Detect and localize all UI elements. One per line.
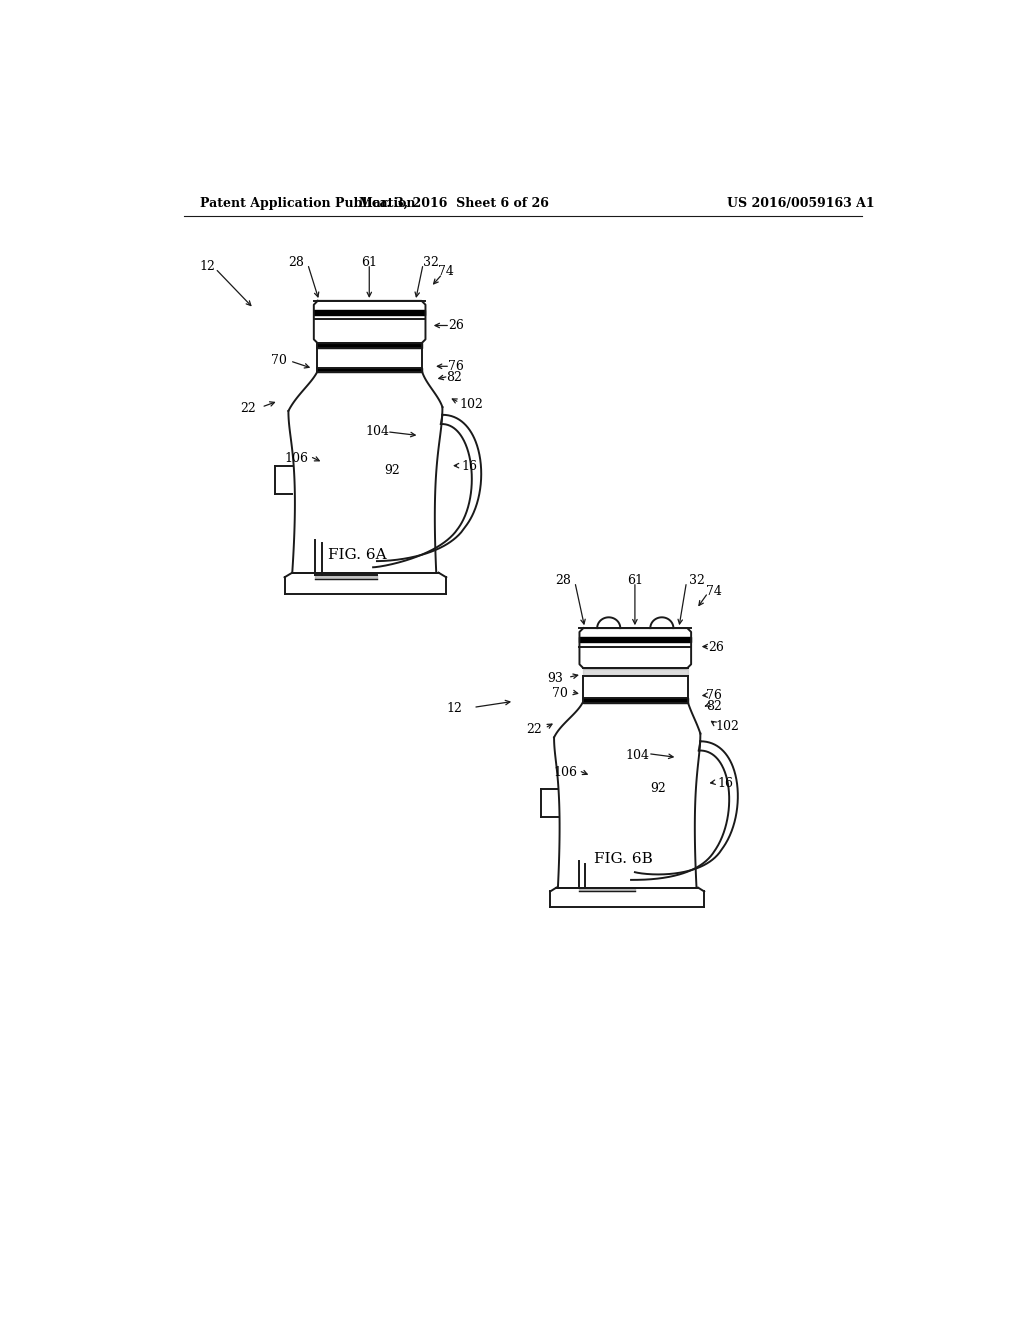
Text: 82: 82 xyxy=(707,700,722,713)
Text: 61: 61 xyxy=(627,574,643,587)
Text: 22: 22 xyxy=(241,403,256,416)
Text: 12: 12 xyxy=(446,702,462,715)
Text: 74: 74 xyxy=(707,585,722,598)
Text: 92: 92 xyxy=(384,463,400,477)
Text: Patent Application Publication: Patent Application Publication xyxy=(200,197,416,210)
Text: 92: 92 xyxy=(650,781,666,795)
Text: Mar. 3, 2016  Sheet 6 of 26: Mar. 3, 2016 Sheet 6 of 26 xyxy=(359,197,549,210)
Text: 26: 26 xyxy=(708,640,724,653)
Text: 104: 104 xyxy=(626,748,649,762)
Text: 76: 76 xyxy=(449,360,464,372)
Text: 102: 102 xyxy=(460,399,483,412)
Text: FIG. 6A: FIG. 6A xyxy=(329,548,387,562)
Text: 70: 70 xyxy=(552,686,568,700)
Text: 76: 76 xyxy=(707,689,722,702)
Text: 28: 28 xyxy=(288,256,304,269)
Text: US 2016/0059163 A1: US 2016/0059163 A1 xyxy=(727,197,874,210)
Text: 16: 16 xyxy=(717,777,733,791)
Text: 82: 82 xyxy=(446,371,462,384)
Text: 26: 26 xyxy=(449,319,464,333)
Text: 28: 28 xyxy=(555,574,571,587)
Text: 106: 106 xyxy=(284,453,308,465)
Text: 16: 16 xyxy=(462,459,477,473)
Text: 32: 32 xyxy=(688,574,705,587)
Text: 93: 93 xyxy=(548,672,563,685)
Text: 32: 32 xyxy=(423,256,439,269)
Text: FIG. 6B: FIG. 6B xyxy=(594,853,652,866)
Text: 102: 102 xyxy=(716,721,739,733)
Text: 22: 22 xyxy=(526,723,542,737)
Text: 74: 74 xyxy=(438,265,455,279)
Text: 12: 12 xyxy=(200,260,215,273)
Text: 104: 104 xyxy=(365,425,389,438)
Text: 61: 61 xyxy=(361,256,377,269)
Text: 70: 70 xyxy=(271,354,287,367)
Text: 106: 106 xyxy=(554,767,578,779)
